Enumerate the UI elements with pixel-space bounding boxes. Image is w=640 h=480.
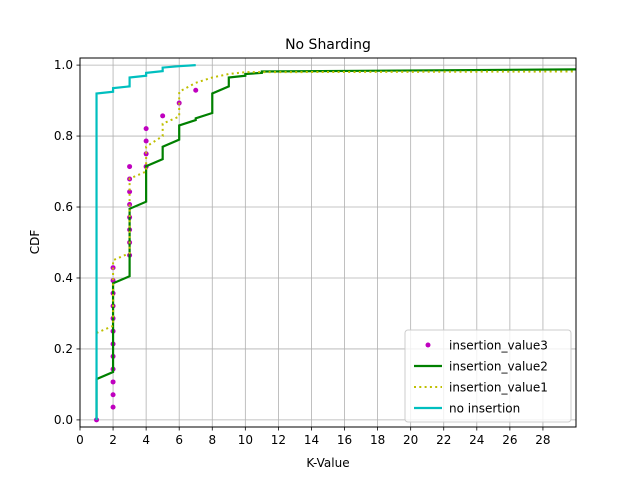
series-line-insertion-value2 xyxy=(95,68,576,420)
y-tick-label: 0.4 xyxy=(54,271,73,285)
x-tick-label: 10 xyxy=(238,433,253,447)
x-tick-label: 6 xyxy=(175,433,183,447)
data-point-insertion-value3 xyxy=(143,138,149,144)
x-tick-label: 18 xyxy=(370,433,385,447)
data-point-insertion-value3 xyxy=(110,392,116,398)
x-tick-label: 2 xyxy=(109,433,117,447)
series-line-no-insertion xyxy=(95,64,196,420)
legend-label-insertion-value3: insertion_value3 xyxy=(449,339,548,353)
chart-title: No Sharding xyxy=(285,37,371,53)
legend-label-no-insertion: no insertion xyxy=(449,402,520,416)
y-tick-label: 0.6 xyxy=(54,200,73,214)
x-tick-label: 26 xyxy=(502,433,517,447)
x-tick-label: 0 xyxy=(76,433,84,447)
y-axis-title: CDF xyxy=(28,230,42,255)
series-layer xyxy=(94,64,576,423)
y-tick-label: 0.8 xyxy=(54,129,73,143)
y-tick-label: 0.0 xyxy=(54,413,73,427)
x-tick-label: 12 xyxy=(271,433,286,447)
x-tick-label: 24 xyxy=(469,433,484,447)
legend: insertion_value3 insertion_value2 insertio… xyxy=(404,329,572,423)
x-axis-title: K-Value xyxy=(306,456,349,470)
data-point-insertion-value3 xyxy=(94,417,100,423)
data-point-insertion-value3 xyxy=(160,113,166,119)
x-tick-label: 16 xyxy=(337,433,352,447)
x-tick-label: 20 xyxy=(403,433,418,447)
x-tick-label: 28 xyxy=(535,433,550,447)
legend-label-insertion-value1: insertion_value1 xyxy=(449,381,548,395)
data-point-insertion-value3 xyxy=(127,164,133,170)
plot-frame xyxy=(79,57,577,428)
axis-ticks: 0 2 4 6 8 10 12 14 16 18 20 22 24 26 280.00.20.40.60.8… xyxy=(54,58,551,447)
data-point-insertion-value3 xyxy=(143,126,149,132)
x-tick-label: 22 xyxy=(436,433,451,447)
legend-marker-insertion-value3 xyxy=(425,342,431,348)
series-line-insertion-value1 xyxy=(96,70,576,334)
x-tick-label: 4 xyxy=(142,433,150,447)
legend-box xyxy=(404,329,572,423)
data-point-insertion-value3 xyxy=(110,379,116,385)
x-tick-label: 14 xyxy=(304,433,319,447)
data-point-insertion-value3 xyxy=(193,87,199,93)
data-point-insertion-value3 xyxy=(110,404,116,410)
legend-label-insertion-value2: insertion_value2 xyxy=(449,360,548,374)
x-tick-label: 8 xyxy=(208,433,216,447)
data-point-insertion-value3 xyxy=(127,189,133,195)
y-tick-label: 0.2 xyxy=(54,342,73,356)
data-point-insertion-value3 xyxy=(143,151,149,157)
y-tick-label: 1.0 xyxy=(54,58,73,72)
